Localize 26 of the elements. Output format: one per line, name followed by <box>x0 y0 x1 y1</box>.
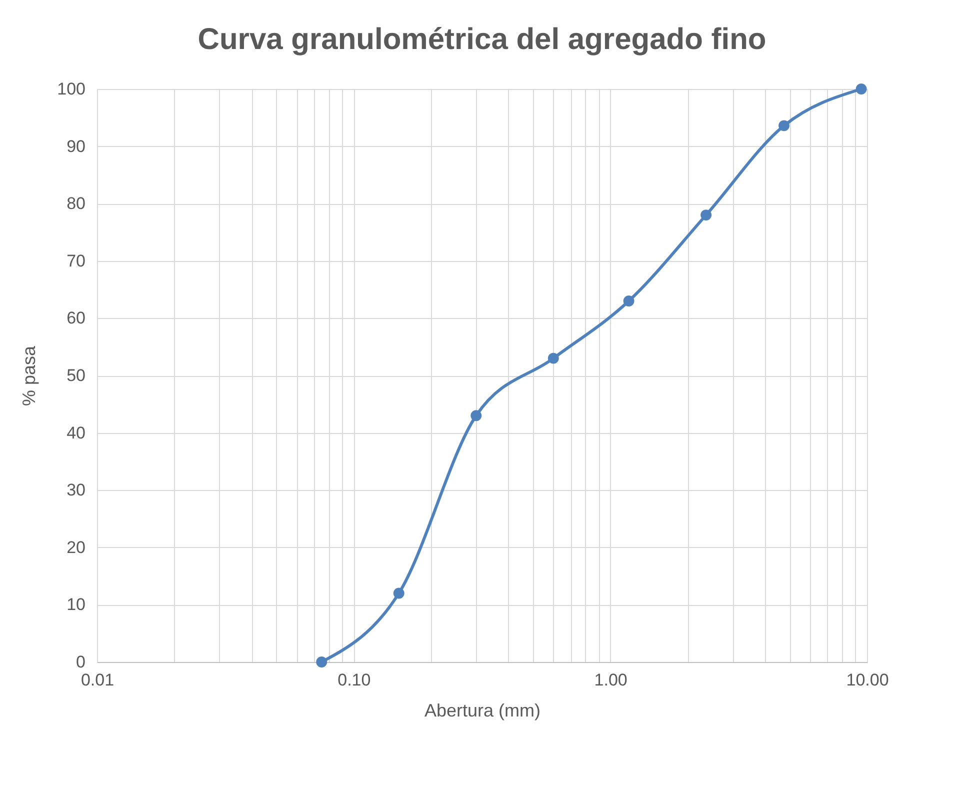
y-tick-label: 80 <box>66 194 86 214</box>
y-tick-label: 70 <box>66 251 86 270</box>
point <box>700 210 712 221</box>
x-tick-label: 10.00 <box>846 670 889 690</box>
y-tick-label: 20 <box>66 538 86 557</box>
y-tick-label: 30 <box>66 480 86 500</box>
x-tick-label: 1.00 <box>594 670 628 690</box>
point <box>470 410 482 422</box>
point <box>548 352 559 364</box>
x-tick-label: 0.01 <box>80 670 114 690</box>
point <box>778 120 790 132</box>
point <box>316 656 328 668</box>
x-tick-label: 0.10 <box>338 670 371 690</box>
y-tick-label: 100 <box>57 80 86 98</box>
point <box>856 84 867 94</box>
y-tick-label: 90 <box>66 136 86 156</box>
x-axis-title: Abertura (mm) <box>424 700 541 720</box>
y-axis-title: % pasa <box>19 344 40 406</box>
point <box>623 296 634 306</box>
y-tick-label: 50 <box>66 366 86 385</box>
y-tick-label: 10 <box>66 595 86 614</box>
point <box>393 588 404 599</box>
y-tick-label: 0 <box>76 652 86 672</box>
y-tick-label: 40 <box>66 423 86 442</box>
y-tick-label: 60 <box>66 308 86 328</box>
chart-title: Curva granulométrica del agregado fino <box>198 23 766 56</box>
